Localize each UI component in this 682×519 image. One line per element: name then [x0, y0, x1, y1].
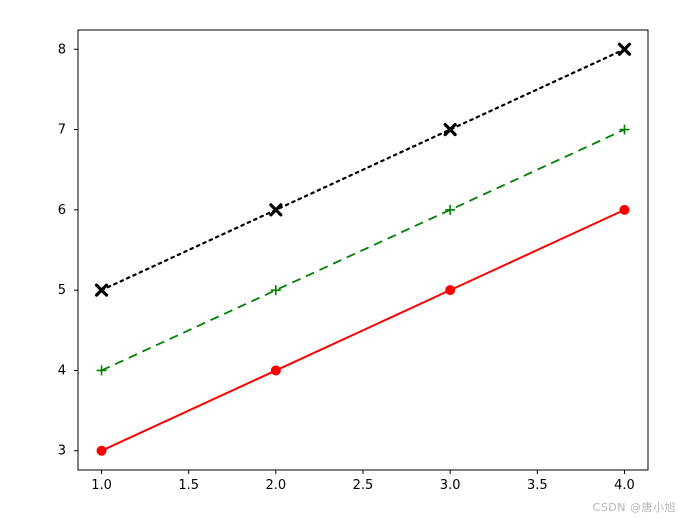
marker-circle [271, 366, 280, 375]
y-tick-label: 7 [58, 123, 66, 138]
chart-container: 1.0 1.5 2.0 2.5 3.0 3.5 4.0 3 4 5 6 7 8 CSDN @唐小旭 [0, 0, 682, 519]
x-tick-label: 1.0 [91, 478, 112, 493]
x-tick-label: 2.5 [353, 478, 374, 493]
x-tick-label: 1.5 [178, 478, 199, 493]
y-tick-label: 5 [58, 283, 66, 298]
marker-circle [97, 446, 106, 455]
y-tick-label: 3 [58, 444, 66, 459]
marker-circle [620, 205, 629, 214]
y-tick-label: 6 [58, 203, 66, 218]
x-tick-label: 2.0 [266, 478, 287, 493]
y-tick-label: 4 [58, 363, 66, 378]
x-tick-label: 3.0 [440, 478, 461, 493]
x-tick-label: 3.5 [527, 478, 548, 493]
line-chart: 1.0 1.5 2.0 2.5 3.0 3.5 4.0 3 4 5 6 7 8 [0, 0, 682, 519]
marker-circle [446, 286, 455, 295]
watermark-text: CSDN @唐小旭 [593, 499, 676, 515]
y-tick-label: 8 [58, 42, 66, 57]
x-tick-label: 4.0 [614, 478, 635, 493]
